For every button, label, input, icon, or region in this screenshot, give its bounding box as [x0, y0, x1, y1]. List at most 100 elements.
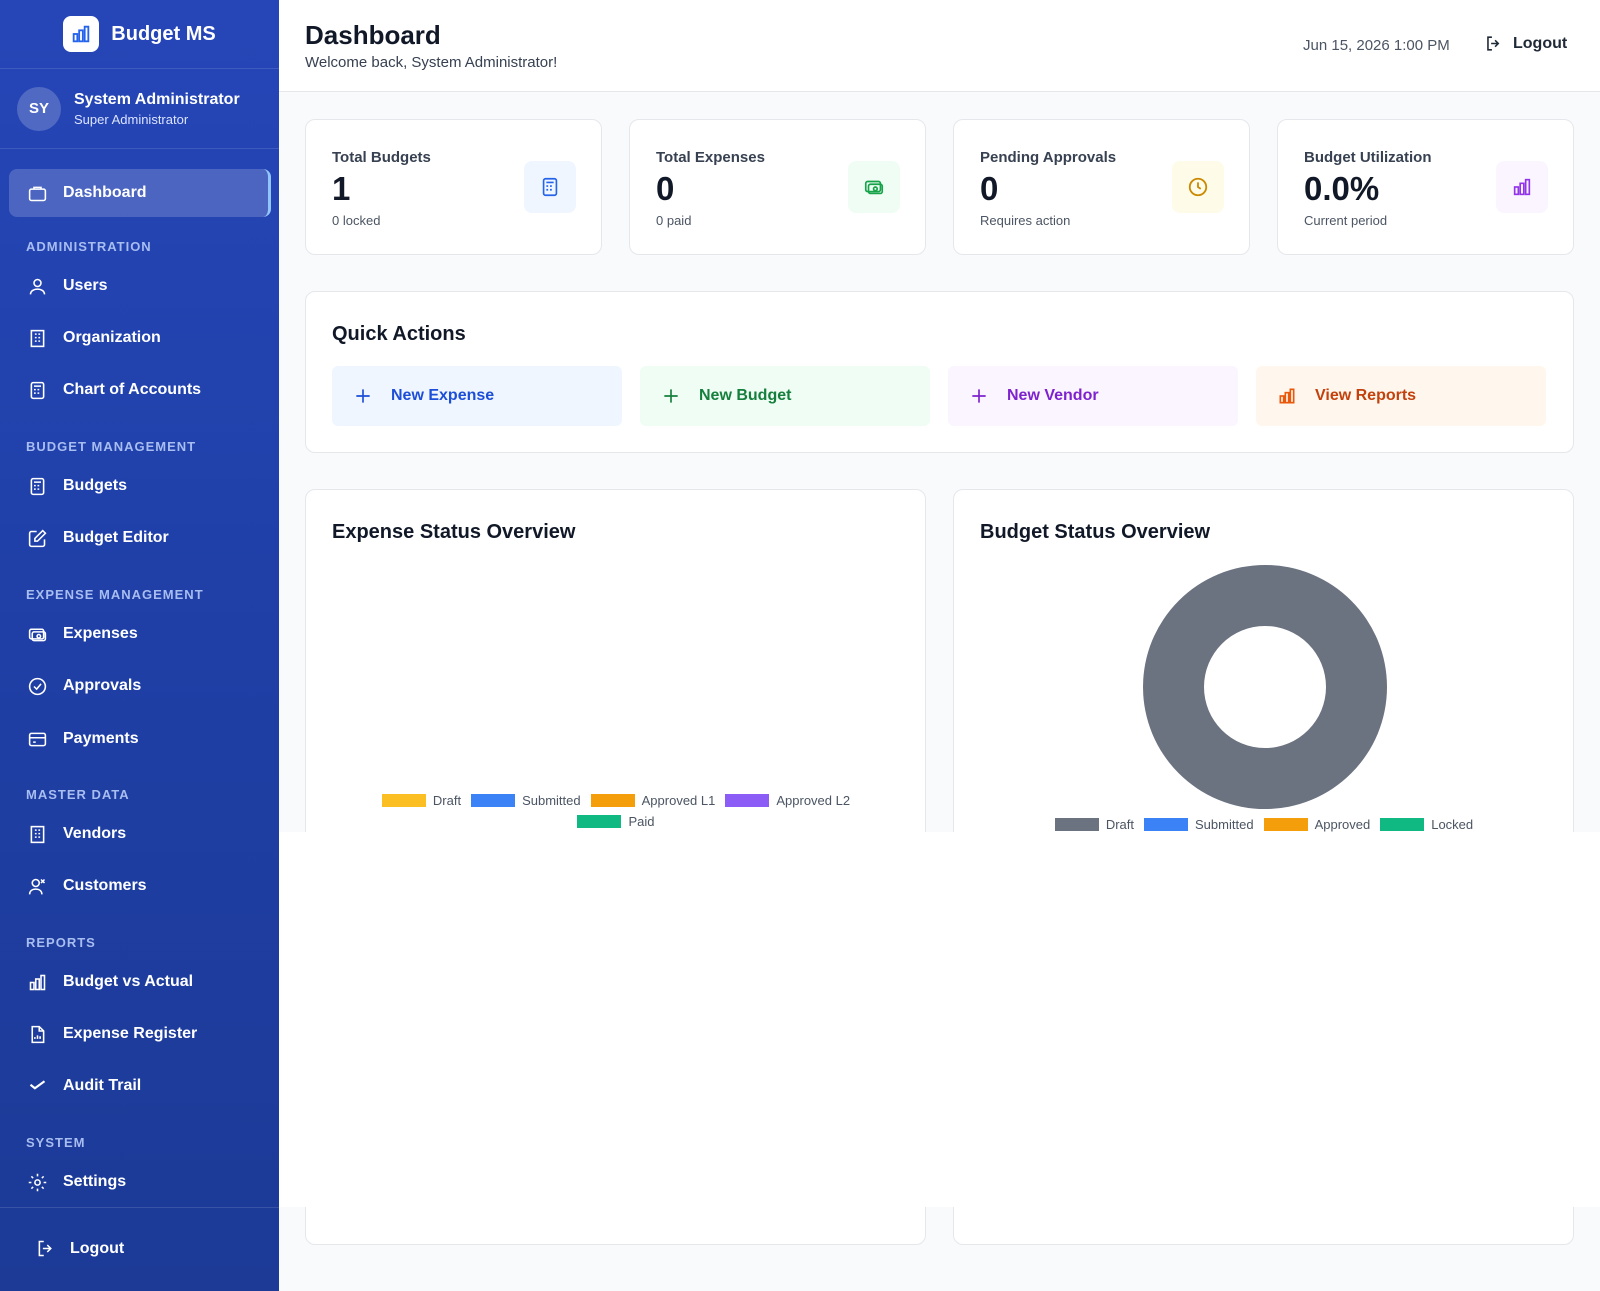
- check-circle-icon: [28, 677, 47, 695]
- sidebar-item-label: Budget vs Actual: [63, 973, 194, 990]
- check-mark-icon: [29, 1079, 46, 1090]
- sidebar-item-label: Expenses: [63, 625, 138, 642]
- sidebar-item-label: Approvals: [63, 677, 142, 694]
- expense-chart-legend: Draft Submitted Approved L1 Approved L2 Paid: [366, 793, 866, 829]
- current-datetime: Jun 15, 2026 1:00 PM: [1303, 37, 1450, 54]
- sidebar-logout-button[interactable]: Logout: [35, 1238, 124, 1259]
- legend-item[interactable]: Approved L1: [590, 793, 716, 808]
- sidebar-item-label: Budget Editor: [63, 529, 169, 546]
- legend-item[interactable]: Locked: [1380, 817, 1473, 832]
- new-budget-button[interactable]: New Budget: [640, 366, 930, 426]
- cash-icon: [28, 627, 47, 641]
- brand[interactable]: Budget MS: [0, 0, 279, 69]
- legend-item[interactable]: Submitted: [1144, 817, 1254, 832]
- sidebar-item-label: Payments: [63, 730, 139, 747]
- credit-card-icon: [28, 732, 47, 746]
- stat-card-total-expenses: Total Expenses 0 0 paid: [629, 119, 926, 255]
- legend-item[interactable]: Draft: [381, 793, 462, 808]
- nav-section-administration: ADMINISTRATION: [26, 239, 152, 254]
- stat-value: 0.0%: [1304, 170, 1380, 207]
- budget-chart-title: Budget Status Overview: [980, 521, 1211, 543]
- legend-label: Draft: [432, 793, 462, 808]
- sidebar-item-customers[interactable]: Customers: [9, 862, 271, 910]
- gear-icon: [28, 1173, 47, 1191]
- page-title: Dashboard: [305, 20, 441, 50]
- nav-section-budget-management: BUDGET MANAGEMENT: [26, 439, 197, 454]
- budget-donut-chart: [1143, 564, 1387, 810]
- stat-card-budget-utilization: Budget Utilization 0.0% Current period: [1277, 119, 1574, 255]
- button-label: View Reports: [1315, 387, 1417, 404]
- user-profile[interactable]: SY System Administrator Super Administra…: [0, 69, 279, 149]
- header-logout-button[interactable]: Logout: [1484, 34, 1567, 53]
- sidebar-item-chart-of-accounts[interactable]: Chart of Accounts: [9, 366, 271, 414]
- expense-chart-title: Expense Status Overview: [332, 521, 576, 543]
- edit-icon: [28, 529, 47, 547]
- sidebar-item-users[interactable]: Users: [9, 262, 271, 310]
- new-expense-button[interactable]: New Expense: [332, 366, 622, 426]
- stat-subtext: 0 locked: [332, 213, 381, 228]
- legend-item[interactable]: Approved: [1263, 817, 1371, 832]
- legend-label: Approved L1: [641, 793, 716, 808]
- legend-item[interactable]: Draft: [1054, 817, 1135, 832]
- sidebar-item-budgets[interactable]: Budgets: [9, 462, 271, 510]
- legend-swatch: [577, 815, 622, 828]
- legend-label: Locked: [1431, 817, 1474, 832]
- sidebar-item-budget-vs-actual[interactable]: Budget vs Actual: [9, 958, 271, 1006]
- cash-icon: [848, 161, 900, 213]
- new-vendor-button[interactable]: New Vendor: [948, 366, 1238, 426]
- stat-value: 0: [656, 170, 675, 207]
- nav-section-reports: REPORTS: [26, 935, 96, 950]
- calculator-icon: [524, 161, 576, 213]
- button-label: New Expense: [391, 387, 495, 404]
- sidebar-item-approvals[interactable]: Approvals: [9, 662, 271, 710]
- legend-swatch: [725, 794, 770, 807]
- document-chart-icon: [31, 1025, 45, 1043]
- sidebar-item-label: Dashboard: [63, 184, 147, 201]
- brand-name: Budget MS: [111, 22, 216, 45]
- sidebar-item-dashboard[interactable]: Dashboard: [9, 169, 271, 217]
- legend-label: Approved L2: [776, 793, 851, 808]
- stat-card-total-budgets: Total Budgets 1 0 locked: [305, 119, 602, 255]
- welcome-message: Welcome back, System Administrator!: [305, 54, 558, 71]
- sidebar-item-label: Customers: [63, 877, 147, 894]
- stat-subtext: 0 paid: [656, 213, 692, 228]
- sidebar-item-label: Settings: [63, 1173, 127, 1190]
- brand-logo-icon: [63, 16, 100, 52]
- bar-chart-icon: [1496, 161, 1548, 213]
- sidebar-item-budget-editor[interactable]: Budget Editor: [9, 514, 271, 562]
- button-label: New Budget: [699, 387, 792, 404]
- legend-item[interactable]: Paid: [577, 814, 655, 829]
- sidebar-item-audit-trail[interactable]: Audit Trail: [9, 1062, 271, 1110]
- user-role: Super Administrator: [74, 111, 189, 127]
- donut-slice-draft[interactable]: [1143, 564, 1387, 810]
- button-label: New Vendor: [1007, 387, 1099, 404]
- legend-label: Submitted: [1195, 817, 1254, 832]
- sidebar-logout-label: Logout: [70, 1239, 125, 1257]
- sidebar-item-settings[interactable]: Settings: [9, 1158, 271, 1206]
- legend-label: Draft: [1105, 817, 1135, 832]
- legend-swatch: [1144, 818, 1189, 831]
- quick-actions-title: Quick Actions: [332, 323, 466, 345]
- legend-item[interactable]: Approved L2: [725, 793, 850, 808]
- sidebar-item-label: Chart of Accounts: [63, 381, 202, 398]
- view-reports-button[interactable]: View Reports: [1256, 366, 1546, 426]
- sidebar-item-label: Vendors: [63, 825, 127, 842]
- avatar: SY: [17, 86, 61, 131]
- stat-label: Total Budgets: [332, 149, 431, 166]
- plus-icon: [972, 389, 986, 403]
- sidebar-item-organization[interactable]: Organization: [9, 314, 271, 362]
- stat-value: 1: [332, 170, 351, 207]
- sidebar-footer: Logout: [0, 1207, 279, 1291]
- logout-icon: [38, 1240, 52, 1257]
- sidebar-item-label: Audit Trail: [63, 1077, 142, 1094]
- sidebar-item-payments[interactable]: Payments: [9, 715, 271, 763]
- sidebar-item-expenses[interactable]: Expenses: [9, 610, 271, 658]
- sidebar-item-vendors[interactable]: Vendors: [9, 810, 271, 858]
- legend-item[interactable]: Submitted: [471, 793, 581, 808]
- sidebar-item-label: Expense Register: [63, 1025, 198, 1042]
- stat-label: Budget Utilization: [1304, 149, 1432, 166]
- legend-label: Approved: [1314, 817, 1371, 832]
- sidebar-item-expense-register[interactable]: Expense Register: [9, 1010, 271, 1058]
- sidebar-item-label: Organization: [63, 329, 161, 346]
- stat-label: Total Expenses: [656, 149, 765, 166]
